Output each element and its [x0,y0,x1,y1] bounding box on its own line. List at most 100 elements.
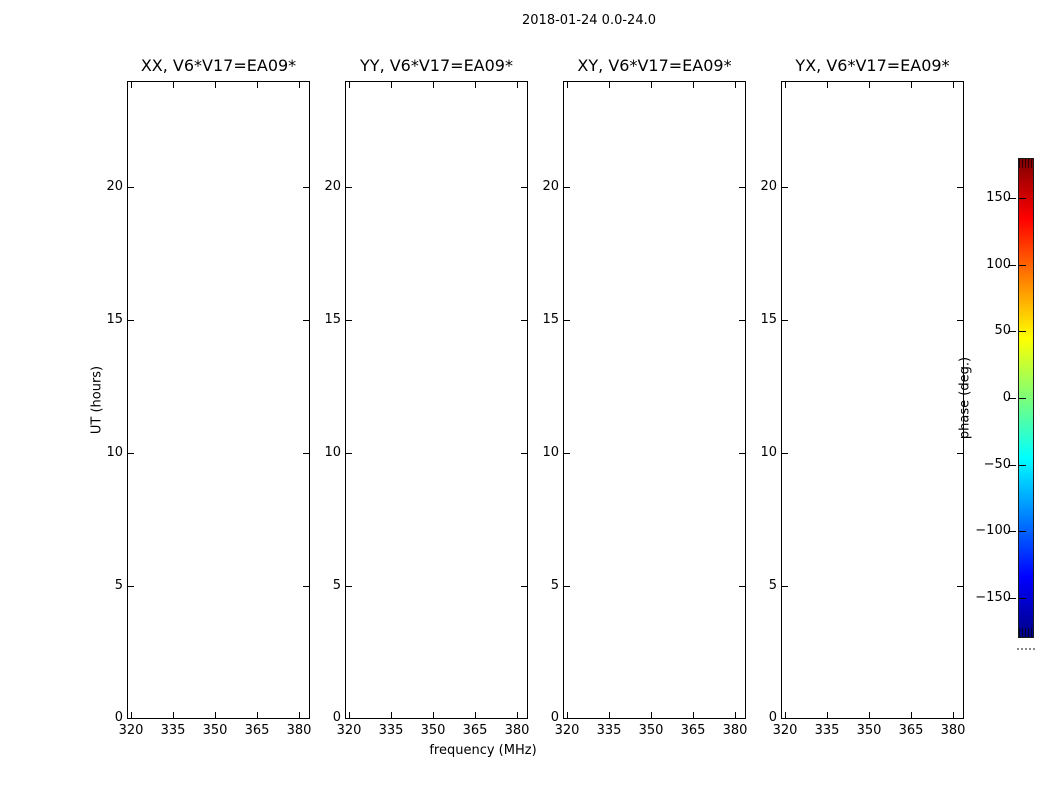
colorbar-comb-top [1019,159,1033,168]
x-tick-mark [215,712,216,718]
x-tick-label: 335 [596,723,622,738]
plot-area-xx [127,81,310,719]
colorbar-tick-mark [1008,598,1016,599]
x-tick-mark [391,712,392,718]
colorbar-tick-label: 100 [986,257,1011,272]
x-tick-label: 365 [244,723,270,738]
x-tick-mark [869,82,870,88]
y-tick-mark [739,187,745,188]
colorbar-tick-label: 150 [986,190,1011,205]
x-tick-mark [651,82,652,88]
plot-area-xy [563,81,746,719]
y-tick-label: 15 [542,312,559,327]
x-tick-mark [299,712,300,718]
colorbar-tick-label: −100 [975,523,1011,538]
x-tick-mark [349,82,350,88]
x-tick-mark [173,712,174,718]
colorbar-comb-bottom [1019,628,1033,637]
y-tick-mark [521,453,527,454]
colorbar-tick-mark [1008,465,1016,466]
y-tick-mark [128,453,134,454]
x-tick-label: 335 [160,723,186,738]
figure-title: 2018-01-24 0.0-24.0 [522,13,656,28]
y-tick-mark [782,718,788,719]
y-tick-mark [128,586,134,587]
y-tick-label: 10 [542,445,559,460]
y-tick-label: 15 [106,312,123,327]
x-tick-label: 350 [856,723,882,738]
y-tick-mark [303,718,309,719]
x-tick-mark [567,712,568,718]
y-tick-mark [957,586,963,587]
y-tick-label: 5 [114,578,123,593]
y-tick-mark [521,187,527,188]
x-tick-label: 365 [680,723,706,738]
y-tick-label: 5 [768,578,777,593]
x-tick-mark [693,712,694,718]
y-tick-mark [957,718,963,719]
colorbar-tick-label: −50 [983,457,1011,472]
y-tick-mark [564,586,570,587]
y-tick-mark [521,718,527,719]
y-tick-mark [346,718,352,719]
x-tick-mark [735,712,736,718]
x-tick-label: 350 [638,723,664,738]
x-tick-label: 380 [504,723,530,738]
x-tick-label: 380 [722,723,748,738]
x-tick-label: 350 [202,723,228,738]
y-tick-mark [303,586,309,587]
x-tick-mark [785,712,786,718]
colorbar-dotted-edge [1017,648,1035,650]
y-tick-mark [739,453,745,454]
y-tick-mark [564,718,570,719]
y-tick-mark [564,453,570,454]
y-tick-label: 5 [550,578,559,593]
y-tick-mark [303,320,309,321]
colorbar-tick-label: −150 [975,590,1011,605]
y-tick-mark [128,187,134,188]
plot-area-yx [781,81,964,719]
x-tick-label: 335 [814,723,840,738]
x-tick-label: 350 [420,723,446,738]
x-tick-mark [475,712,476,718]
x-tick-mark [651,712,652,718]
y-tick-mark [303,453,309,454]
y-tick-label: 20 [106,179,123,194]
y-tick-label: 10 [106,445,123,460]
y-axis-label: UT (hours) [89,365,105,435]
y-tick-mark [739,718,745,719]
y-tick-mark [564,320,570,321]
colorbar-tick-mark [1019,331,1026,332]
x-tick-mark [911,82,912,88]
y-tick-label: 10 [760,445,777,460]
y-tick-mark [128,320,134,321]
x-tick-mark [517,82,518,88]
y-tick-mark [957,187,963,188]
x-tick-mark [953,712,954,718]
x-tick-label: 365 [898,723,924,738]
colorbar-label: phase (deg.) [957,356,973,440]
colorbar-tick-mark [1008,531,1016,532]
x-tick-mark [433,712,434,718]
x-tick-mark [257,712,258,718]
colorbar [1018,158,1034,638]
colorbar-tick-mark [1008,265,1016,266]
y-tick-mark [739,320,745,321]
subplot-title-yy: YY, V6*V17=EA09* [360,56,513,75]
y-tick-mark [521,586,527,587]
x-tick-label: 320 [772,723,798,738]
x-tick-mark [475,82,476,88]
y-tick-mark [739,586,745,587]
y-tick-label: 0 [114,710,123,725]
y-tick-mark [782,187,788,188]
y-tick-label: 15 [760,312,777,327]
y-tick-label: 20 [324,179,341,194]
x-tick-label: 320 [336,723,362,738]
x-tick-mark [215,82,216,88]
x-tick-mark [173,82,174,88]
y-tick-mark [303,187,309,188]
x-tick-mark [953,82,954,88]
x-tick-label: 380 [286,723,312,738]
colorbar-tick-mark [1008,331,1016,332]
y-tick-mark [521,320,527,321]
